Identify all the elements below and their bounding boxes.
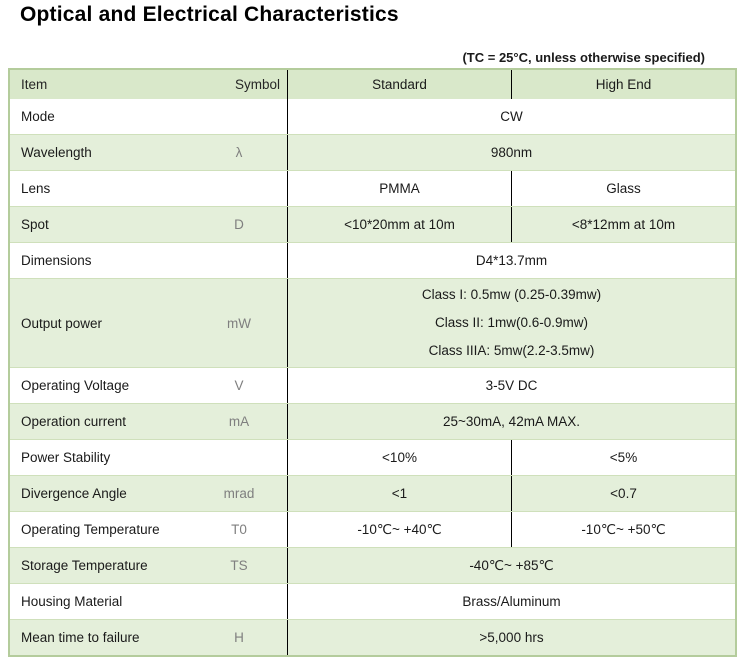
row-item-cell: Spot D (10, 207, 287, 242)
row-item-label: Operating Temperature (21, 522, 160, 537)
table-row: Wavelength λ 980nm (10, 134, 735, 170)
row-symbol-label: mrad (223, 486, 255, 501)
table-row: Output power mW Class I: 0.5mw (0.25-0.39m… (10, 278, 735, 367)
row-symbol-label: D (234, 217, 244, 232)
header-standard-label: Standard (287, 70, 511, 99)
row-span-cell: Brass/Aluminum (287, 584, 735, 619)
table-row: Dimensions D4*13.7mm (10, 242, 735, 278)
value-line: Class I: 0.5mw (0.25-0.39mw) (421, 287, 602, 302)
row-item-cell: Mode (10, 99, 287, 134)
table-row: Operating Temperature T0 -10℃~ +40℃ -10℃~ +… (10, 511, 735, 547)
row-item-cell: Divergence Angle mrad (10, 476, 287, 511)
row-standard-cell: -10℃~ +40℃ (287, 512, 511, 547)
row-highend-cell: Glass (511, 171, 735, 206)
table-row: Operation current mA 25~30mA, 42mA MAX. (10, 403, 735, 439)
table-row: Divergence Angle mrad <1 <0.7 (10, 475, 735, 511)
row-item-cell: Storage Temperature TS (10, 548, 287, 583)
row-highend-cell: <5% (511, 440, 735, 475)
row-standard-cell: PMMA (287, 171, 511, 206)
row-span-cell: 980nm (287, 135, 735, 170)
row-span-cell: -40℃~ +85℃ (287, 548, 735, 583)
value-line: >5,000 hrs (479, 629, 544, 645)
row-item-cell: Dimensions (10, 243, 287, 278)
table-row: Operating Voltage V 3-5V DC (10, 367, 735, 403)
row-item-cell: Operation current mA (10, 404, 287, 439)
row-item-cell: Operating Voltage V (10, 368, 287, 403)
row-symbol-label: V (234, 378, 244, 393)
value-line: Brass/Aluminum (462, 593, 561, 609)
row-item-label: Divergence Angle (21, 486, 127, 501)
row-item-cell: Mean time to failure H (10, 620, 287, 655)
row-symbol-label: mW (227, 315, 251, 331)
row-item-cell: Power Stability (10, 440, 287, 475)
row-item-cell: Operating Temperature T0 (10, 512, 287, 547)
row-span-cell: 25~30mA, 42mA MAX. (287, 404, 735, 439)
row-item-label: Dimensions (21, 253, 92, 268)
row-symbol-label: T0 (231, 522, 247, 537)
header-item-label: Item (21, 77, 48, 92)
value-line: 25~30mA, 42mA MAX. (443, 413, 580, 429)
row-item-label: Spot (21, 217, 49, 232)
value-line: 3-5V DC (485, 377, 538, 393)
row-span-cell: Class I: 0.5mw (0.25-0.39mw) Class II: 1m… (287, 279, 735, 367)
header-highend-label: High End (511, 70, 735, 99)
row-item-cell: Output power mW (10, 279, 287, 367)
row-symbol-label: H (234, 630, 244, 645)
table-row: Power Stability <10% <5% (10, 439, 735, 475)
row-standard-cell: <1 (287, 476, 511, 511)
value-line: D4*13.7mm (475, 252, 548, 268)
row-highend-cell: -10℃~ +50℃ (511, 512, 735, 547)
row-symbol-label: TS (230, 558, 248, 573)
row-item-label: Lens (21, 181, 51, 196)
row-symbol-label: λ (235, 145, 243, 160)
row-item-label: Storage Temperature (21, 558, 148, 573)
row-highend-cell: <0.7 (511, 476, 735, 511)
row-item-label: Mode (21, 109, 55, 124)
header-symbol-label: Symbol (234, 77, 280, 92)
table-row: Spot D <10*20mm at 10m <8*12mm at 10m (10, 206, 735, 242)
row-item-cell: Wavelength λ (10, 135, 287, 170)
row-span-cell: >5,000 hrs (287, 620, 735, 655)
row-item-label: Wavelength (21, 145, 92, 160)
table-row: Lens PMMA Glass (10, 170, 735, 206)
row-span-cell: CW (287, 99, 735, 134)
value-line: CW (500, 108, 523, 124)
value-line: Class II: 1mw(0.6-0.9mw) (434, 315, 589, 330)
value-line: Class IIIA: 5mw(2.2-3.5mw) (428, 343, 595, 358)
row-span-cell: D4*13.7mm (287, 243, 735, 278)
row-item-label: Mean time to failure (21, 630, 140, 645)
row-span-cell: 3-5V DC (287, 368, 735, 403)
table-row: Housing Material Brass/Aluminum (10, 583, 735, 619)
row-standard-cell: <10% (287, 440, 511, 475)
header-item-cell: Item Symbol (10, 70, 287, 99)
value-line: 980nm (490, 144, 533, 160)
row-item-label: Operating Voltage (21, 378, 130, 393)
table-row: Mode CW (10, 99, 735, 134)
table-row: Storage Temperature TS -40℃~ +85℃ (10, 547, 735, 583)
row-item-label: Output power (21, 315, 103, 331)
row-item-label: Power Stability (21, 450, 111, 465)
row-symbol-label: mA (228, 414, 250, 429)
row-standard-cell: <10*20mm at 10m (287, 207, 511, 242)
row-item-label: Housing Material (21, 594, 123, 609)
table-body: Mode CW Wavelength λ 980nm Lens PMMA Glass Spot D… (10, 99, 735, 655)
row-item-cell: Lens (10, 171, 287, 206)
page-title: Optical and Electrical Characteristics (20, 3, 399, 26)
value-line: -40℃~ +85℃ (469, 557, 554, 573)
table-row: Mean time to failure H >5,000 hrs (10, 619, 735, 655)
row-item-label: Operation current (21, 414, 127, 429)
row-item-cell: Housing Material (10, 584, 287, 619)
row-highend-cell: <8*12mm at 10m (511, 207, 735, 242)
spec-table: Item Symbol Standard High End Mode CW Wave… (8, 68, 737, 657)
condition-note: (TC = 25°C, unless otherwise specified) (462, 50, 705, 65)
table-header-row: Item Symbol Standard High End (10, 70, 735, 99)
